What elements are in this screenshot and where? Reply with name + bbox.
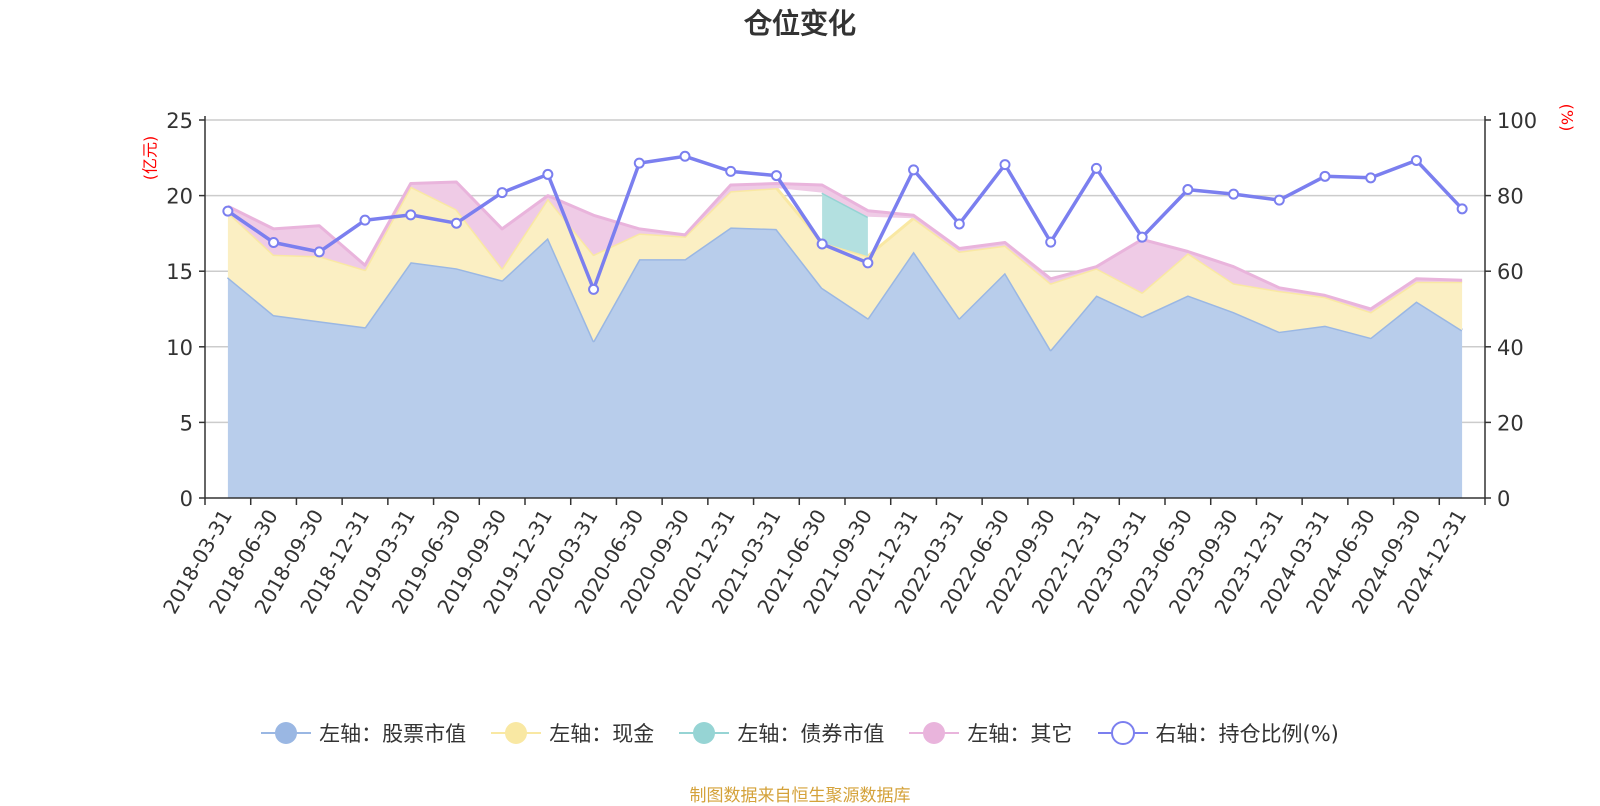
left-axis-unit: (亿元) xyxy=(140,135,160,181)
holding-ratio-point xyxy=(1410,154,1422,166)
holding-ratio-point xyxy=(1090,162,1102,174)
stacked-areas xyxy=(226,180,1463,498)
legend-item-stock-value[interactable]: 左轴：股票市值 xyxy=(261,718,466,748)
right-tick-label: 0 xyxy=(1497,487,1510,511)
right-tick-label: 60 xyxy=(1497,260,1524,284)
holding-ratio-point xyxy=(908,164,920,176)
holding-ratio-point xyxy=(450,217,462,229)
holding-ratio-point xyxy=(222,205,234,217)
left-tick-label: 10 xyxy=(166,336,193,360)
legend-label: 左轴：其它 xyxy=(967,722,1073,746)
holding-ratio-point xyxy=(633,157,645,169)
legend-label: 左轴：股票市值 xyxy=(319,722,467,746)
legend-marker-icon xyxy=(1097,721,1148,745)
legend-item-bond-value[interactable]: 左轴：债券市值 xyxy=(679,718,884,748)
legend-item-other[interactable]: 左轴：其它 xyxy=(909,718,1072,748)
holding-ratio-point xyxy=(1045,236,1057,248)
source-note: 制图数据来自恒生聚源数据库 xyxy=(689,786,911,806)
legend-label: 左轴：债券市值 xyxy=(737,722,885,746)
holding-ratio-point xyxy=(359,214,371,226)
holding-ratio-point xyxy=(588,283,600,295)
legend-label: 右轴：持仓比例(%) xyxy=(1155,722,1339,746)
legend-label: 左轴：现金 xyxy=(549,722,655,746)
right-tick-label: 80 xyxy=(1497,185,1524,209)
left-tick-label: 5 xyxy=(180,411,193,435)
holding-ratio-point xyxy=(1273,194,1285,206)
holding-ratio-line xyxy=(222,150,1468,295)
area-左轴：其它-line xyxy=(227,180,1463,311)
chart-title: 仓位变化 xyxy=(743,7,856,40)
holding-ratio-point xyxy=(953,218,965,230)
legend-marker-icon xyxy=(909,722,960,744)
holding-ratio-point xyxy=(862,257,874,269)
holding-ratio-point xyxy=(679,150,691,162)
holding-ratio-point xyxy=(313,246,325,258)
area-左轴：现金-fill xyxy=(227,186,1463,350)
right-tick-label: 20 xyxy=(1497,411,1524,435)
holding-ratio-point xyxy=(999,159,1011,171)
right-tick-label: 40 xyxy=(1497,336,1524,360)
left-tick-label: 20 xyxy=(166,185,193,209)
right-axis-unit: (%) xyxy=(1557,103,1577,132)
holding-ratio-point xyxy=(725,165,737,177)
legend-marker-icon xyxy=(491,722,542,744)
holding-ratio-point xyxy=(1456,203,1468,215)
area-左轴：其它-fill xyxy=(227,182,1463,312)
legend-item-holding-ratio[interactable]: 右轴：持仓比例(%) xyxy=(1097,718,1339,748)
legend-marker-icon xyxy=(261,722,312,744)
holding-ratio-point xyxy=(816,238,828,250)
right-tick-label: 100 xyxy=(1497,109,1537,133)
holding-ratio-point xyxy=(496,187,508,199)
legend-item-cash[interactable]: 左轴：现金 xyxy=(491,718,654,748)
holding-ratio-point xyxy=(1182,184,1194,196)
left-tick-label: 25 xyxy=(166,109,193,133)
holding-ratio-point xyxy=(770,170,782,182)
holding-ratio-point xyxy=(1365,172,1377,184)
holding-ratio-point xyxy=(1136,231,1148,243)
holding-ratio-point xyxy=(542,168,554,180)
holding-ratio-point xyxy=(268,236,280,248)
left-tick-label: 0 xyxy=(180,487,193,511)
holding-ratio-path xyxy=(226,154,1464,292)
holding-ratio-point xyxy=(1228,188,1240,200)
left-tick-label: 15 xyxy=(166,260,193,284)
holding-ratio-point xyxy=(405,209,417,221)
chart-legend: 左轴：股票市值 左轴：现金 左轴：债券市值 左轴：其它 右轴：持仓比例(%) xyxy=(0,718,1600,749)
legend-marker-icon xyxy=(679,722,730,744)
holding-ratio-point xyxy=(1319,170,1331,182)
area-左轴：股票市值-fill xyxy=(227,227,1463,498)
area-左轴：债券市值-fill xyxy=(822,192,868,257)
